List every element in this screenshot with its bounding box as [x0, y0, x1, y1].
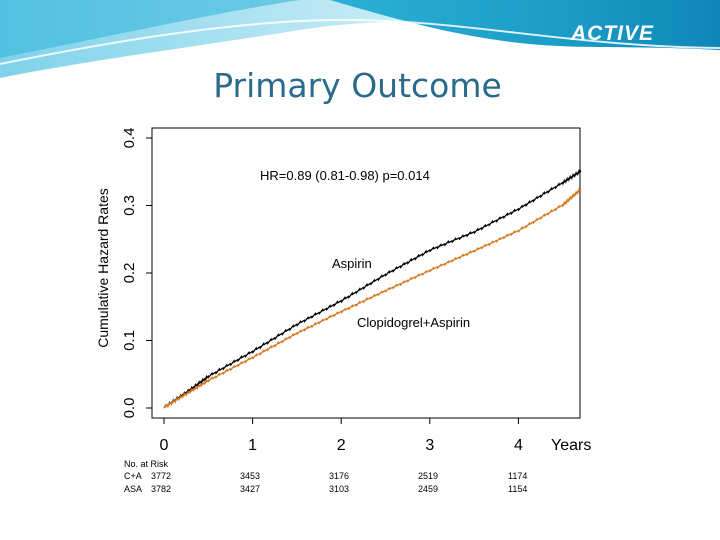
x-tick-label: 2 [337, 437, 346, 454]
series-label-clopidogrel-aspirin: Clopidogrel+Aspirin [357, 315, 470, 330]
banner-left-wave [0, 0, 300, 58]
x-axis-title: Years [551, 437, 591, 454]
y-tick-label: 0.3 [121, 195, 138, 216]
risk-cell: 3453 [240, 471, 261, 481]
risk-cell: 3103 [329, 484, 350, 494]
x-tick-label: 3 [425, 437, 434, 454]
header-banner [0, 0, 720, 78]
y-tick-label: 0.1 [121, 330, 138, 351]
y-tick-label: 0.0 [121, 398, 138, 419]
banner-dark-wave [330, 0, 720, 50]
y-axis-title: Cumulative Hazard Rates [95, 188, 111, 348]
slide-title: Primary Outcome [213, 66, 502, 105]
risk-row-label: C+A [124, 471, 142, 481]
risk-cell: 3772 [151, 471, 172, 481]
risk-cell: 3782 [151, 484, 172, 494]
risk-cell: 1154 [508, 484, 528, 494]
risk-cell: 3427 [240, 484, 261, 494]
x-tick-label: 4 [514, 437, 523, 454]
banner-white-stroke [0, 18, 720, 65]
x-tick-label: 1 [248, 437, 257, 454]
x-tick-label: 0 [160, 437, 169, 454]
risk-cell: 2519 [418, 471, 439, 481]
risk-row-label: ASA [124, 484, 143, 494]
brand-label: ACTIVE [570, 22, 654, 45]
risk-table-header: No. at Risk [124, 459, 169, 469]
risk-cell: 2459 [418, 484, 439, 494]
clopidogrel-aspirin-line [163, 187, 582, 409]
y-tick-label: 0.4 [121, 128, 138, 149]
aspirin-line [163, 168, 582, 409]
hazard-ratio-annotation: HR=0.89 (0.81-0.98) p=0.014 [260, 168, 430, 183]
series-label-aspirin: Aspirin [332, 256, 372, 271]
y-tick-label: 0.2 [121, 263, 138, 284]
risk-cell: 3176 [329, 471, 350, 481]
risk-cell: 1174 [508, 471, 528, 481]
